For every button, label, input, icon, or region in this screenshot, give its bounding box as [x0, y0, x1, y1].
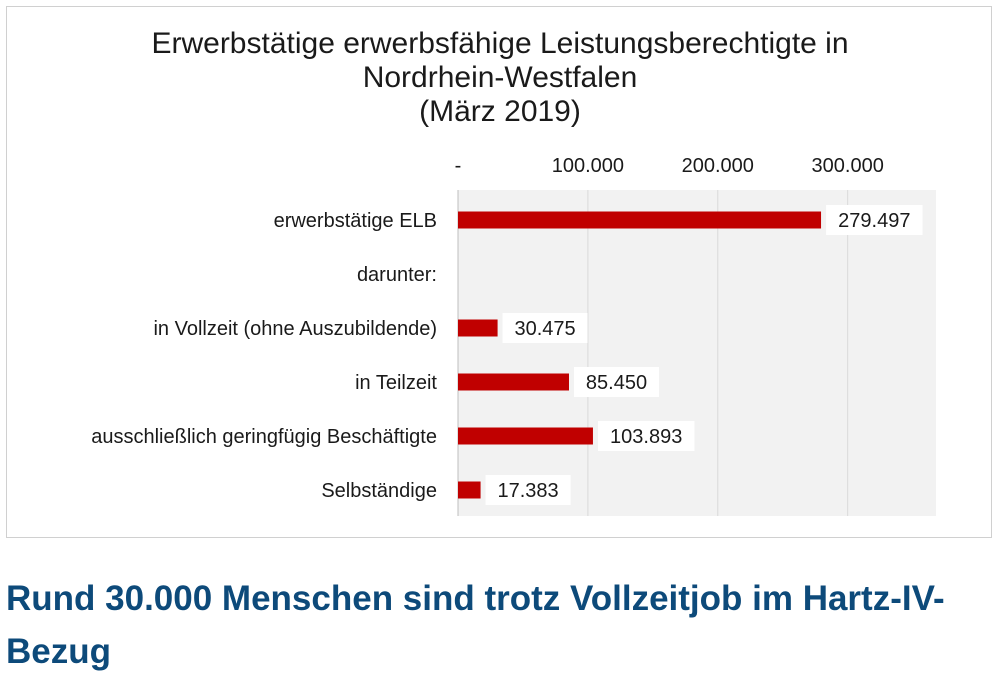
data-label-box — [573, 367, 659, 397]
category-label: in Vollzeit (ohne Auszubildende) — [153, 318, 437, 340]
category-label: in Teilzeit — [355, 372, 437, 394]
data-label: 30.475 — [514, 318, 575, 340]
article-headline: Rund 30.000 Menschen sind trotz Vollzeit… — [6, 579, 945, 671]
data-label: 279.497 — [838, 210, 910, 232]
category-label: Selbständige — [321, 480, 437, 502]
category-label: erwerbstätige ELB — [274, 210, 437, 232]
category-label: ausschließlich geringfügig Beschäftigte — [91, 426, 437, 448]
x-tick-label: 100.000 — [552, 155, 624, 177]
x-tick-label: 300.000 — [812, 155, 884, 177]
data-label-box — [597, 421, 695, 451]
x-tick-label: - — [455, 155, 462, 177]
data-label-box — [826, 205, 923, 235]
data-label: 85.450 — [586, 372, 647, 394]
chart-title-line-2: Nordrhein-Westfalen — [362, 61, 638, 94]
plot-area — [458, 190, 936, 516]
chart-title-line-1: Erwerbstätige erwerbsfähige Leistungsber… — [151, 27, 849, 60]
data-label: 17.383 — [497, 480, 558, 502]
bar — [458, 211, 822, 229]
bar — [458, 319, 498, 337]
bar — [458, 373, 569, 391]
data-label-box — [502, 313, 588, 343]
bar-chart: - 100.000 200.000 300.000 erwerbstätige ELB 2… — [91, 155, 936, 516]
category-label: darunter: — [357, 264, 437, 286]
data-label: 103.893 — [610, 426, 682, 448]
bar — [458, 481, 481, 499]
x-tick-label: 200.000 — [682, 155, 754, 177]
data-label-box — [485, 475, 571, 505]
bar — [458, 427, 593, 445]
chart-title-line-3: (März 2019) — [419, 95, 581, 128]
